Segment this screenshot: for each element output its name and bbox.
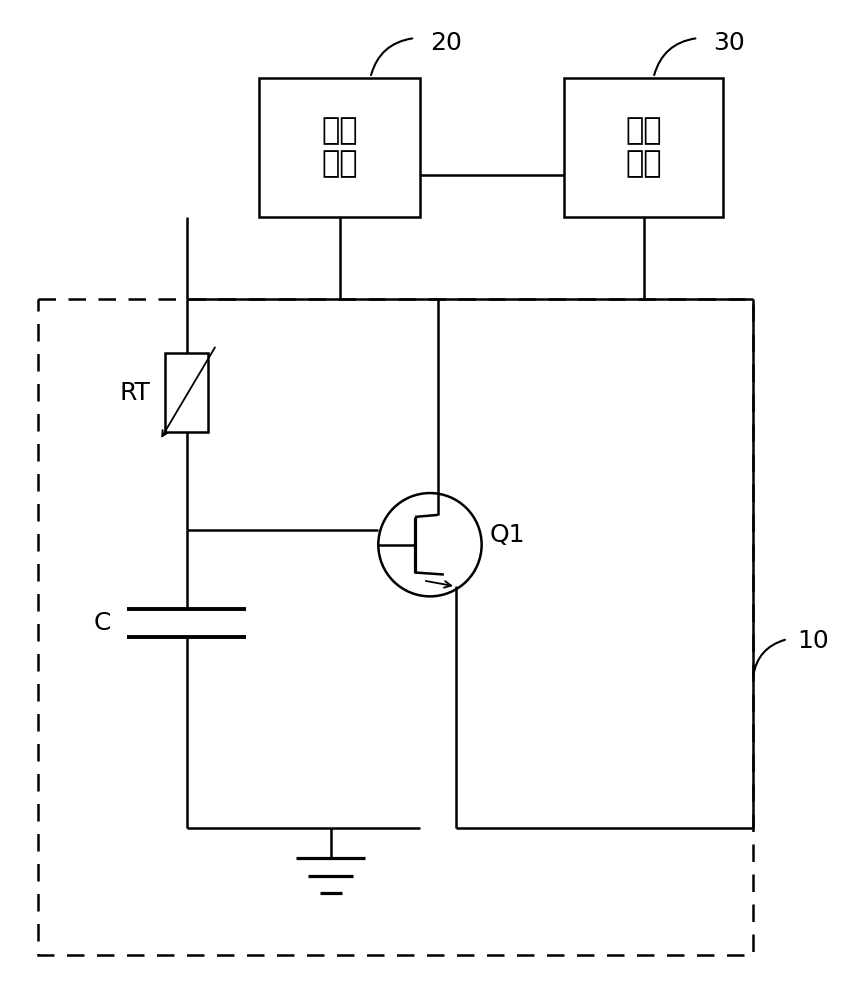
Text: C: C [94,611,111,635]
Text: 10: 10 [797,629,830,653]
Text: 控制
模块: 控制 模块 [625,116,662,179]
Text: 转换
模块: 转换 模块 [322,116,357,179]
Text: RT: RT [119,381,151,405]
Text: 30: 30 [713,31,745,55]
Bar [259,78,420,217]
Text: 20: 20 [430,31,462,55]
Text: Q1: Q1 [489,523,525,547]
Bar [165,353,208,432]
Bar [37,299,753,955]
Bar [564,78,723,217]
